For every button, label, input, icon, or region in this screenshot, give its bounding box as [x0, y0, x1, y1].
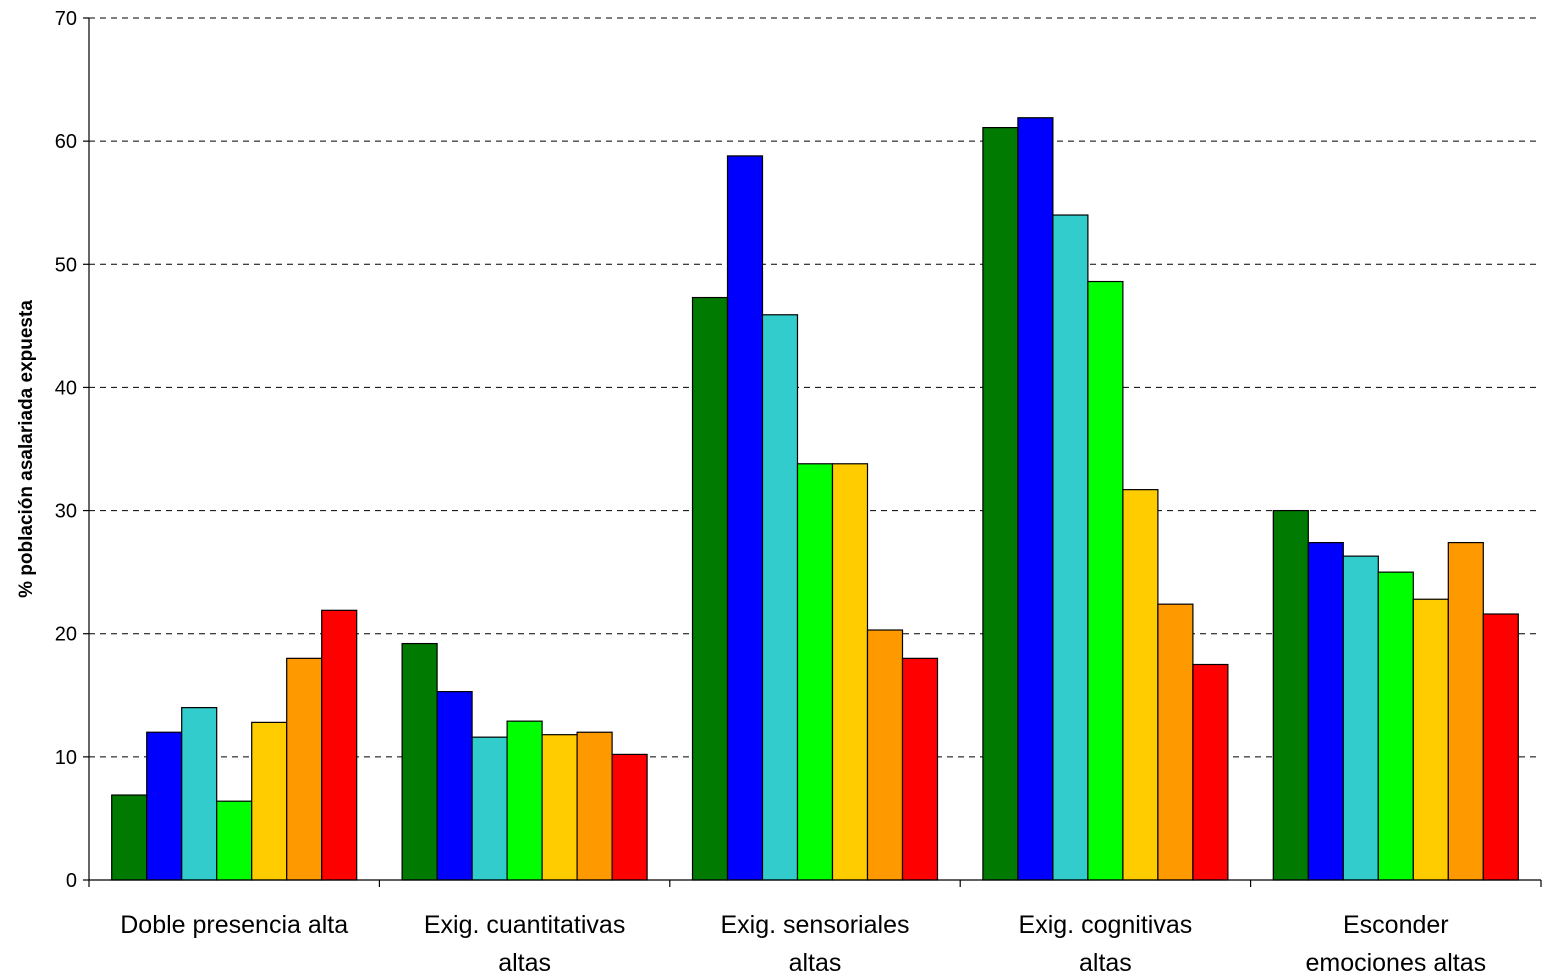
bar-cat3-series6 — [1192, 663, 1229, 881]
bar-cat1-series0 — [401, 642, 438, 881]
category-label: Exig. sensoriales — [721, 911, 910, 939]
bar-cat3-series3 — [1087, 280, 1124, 881]
bar-cat0-series2 — [181, 706, 218, 881]
bar-cat4-series0 — [1272, 509, 1309, 881]
category-label: Exig. cuantitativas — [424, 911, 626, 939]
bar-cat0-series0 — [111, 794, 148, 881]
bar-cat4-series2 — [1342, 555, 1379, 881]
bar-cat0-series1 — [146, 731, 183, 881]
bar-cat3-series4 — [1122, 489, 1159, 881]
bar-cat1-series6 — [611, 753, 648, 881]
y-tick-label: 60 — [55, 131, 77, 153]
category-label: altas — [498, 949, 551, 976]
bar-cat4-series4 — [1412, 598, 1449, 881]
x-category-labels: Doble presencia alta Exig. cuantitativas a… — [120, 911, 1486, 976]
y-tick-label: 70 — [55, 8, 77, 30]
category-label: Esconder — [1343, 911, 1449, 939]
bar-cat2-series5 — [866, 629, 904, 881]
category-label: Doble presencia alta — [120, 911, 348, 939]
bar-cat1-series3 — [506, 720, 543, 881]
bar-cat4-series1 — [1307, 541, 1344, 881]
y-tick-label: 20 — [55, 624, 77, 646]
bar-cat1-series1 — [436, 690, 473, 881]
y-tick-label: 50 — [55, 254, 77, 276]
y-axis-label: % población asalariada expuesta — [16, 300, 37, 598]
bar-cat0-series4 — [251, 721, 288, 881]
bar-cat3-series1 — [1017, 117, 1054, 881]
category-label: emociones altas — [1305, 949, 1486, 976]
bar-cat0-series5 — [286, 657, 323, 881]
bar-cat1-series4 — [541, 734, 578, 881]
bar-cat4-series6 — [1482, 613, 1519, 881]
bar-cat2-series3 — [796, 463, 834, 881]
category-label: altas — [1079, 949, 1132, 976]
bars — [111, 117, 1519, 881]
y-tick-label: 0 — [66, 870, 77, 892]
bar-cat2-series6 — [901, 657, 939, 881]
bar-cat1-series5 — [576, 731, 613, 881]
y-tick-label: 30 — [55, 501, 77, 523]
bar-cat0-series6 — [321, 609, 358, 881]
bar-cat3-series5 — [1157, 603, 1194, 881]
category-label: Exig. cognitivas — [1019, 911, 1193, 939]
y-tick-labels: 0 10 20 30 40 50 60 70 — [55, 8, 77, 892]
bar-cat2-series2 — [761, 314, 799, 881]
bar-cat0-series3 — [216, 800, 253, 881]
y-tick-label: 40 — [55, 377, 77, 399]
category-label: altas — [789, 949, 842, 976]
bar-cat2-series1 — [726, 155, 764, 881]
y-tick-label: 10 — [55, 747, 77, 769]
bar-cat2-series0 — [691, 296, 729, 881]
bar-cat3-series2 — [1052, 214, 1089, 881]
bar-cat4-series3 — [1377, 571, 1414, 881]
bar-cat2-series4 — [831, 463, 869, 881]
bar-cat3-series0 — [982, 126, 1019, 881]
bar-cat4-series5 — [1447, 541, 1484, 881]
bar-cat1-series2 — [471, 736, 508, 881]
axes — [88, 18, 1541, 881]
